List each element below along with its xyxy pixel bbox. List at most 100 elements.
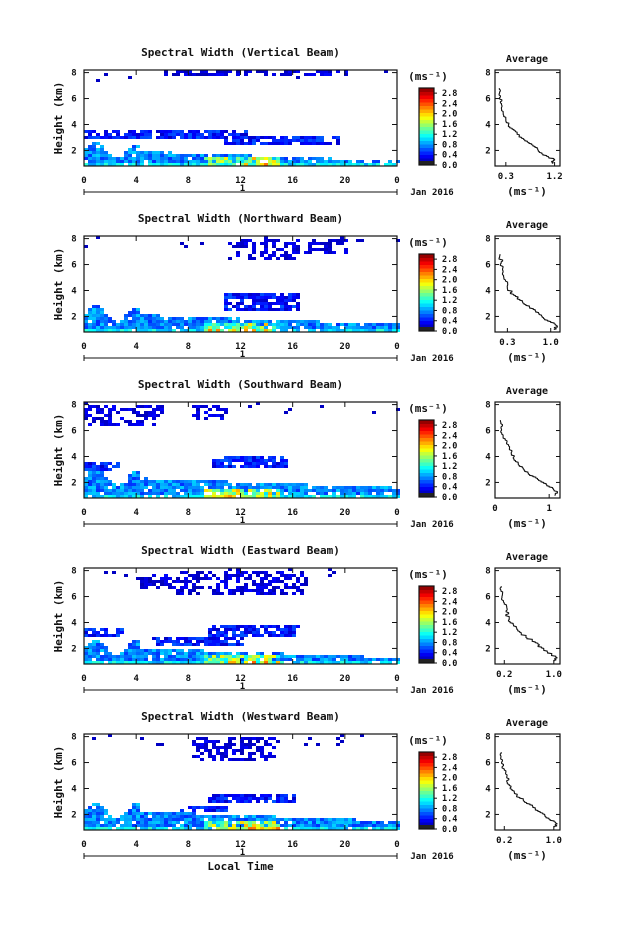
heatmap-cell	[340, 824, 344, 827]
heatmap-cell	[244, 737, 248, 740]
heatmap-cell	[284, 254, 288, 257]
heatmap-cell	[92, 489, 96, 492]
heatmap-cell	[208, 329, 212, 332]
heatmap-cell	[308, 251, 312, 254]
heatmap-cell	[196, 637, 200, 640]
heatmap-cell	[236, 317, 240, 320]
heatmap-cell	[368, 661, 372, 664]
heatmap-cell	[192, 583, 196, 586]
heatmap-cell	[332, 163, 336, 166]
heatmap-cell	[212, 160, 216, 163]
colorbar-segment	[419, 292, 434, 297]
heatmap-cell	[220, 661, 224, 664]
heatmap-cell	[232, 752, 236, 755]
heatmap-cell	[284, 824, 288, 827]
colorbar-tick-label: 0.4	[442, 815, 457, 825]
heatmap-cell	[168, 818, 172, 821]
heatmap-cell	[92, 329, 96, 332]
heatmap-cell	[312, 827, 316, 830]
heatmap-cell	[244, 323, 248, 326]
y-tick-label: 4	[71, 618, 77, 628]
heatmap-cell	[220, 800, 224, 803]
heatmap-cell	[264, 323, 268, 326]
heatmap-cell	[288, 568, 292, 571]
heatmap-cell	[188, 812, 192, 815]
heatmap-cell	[100, 477, 104, 480]
heatmap-cell	[232, 634, 236, 637]
heatmap-cell	[236, 456, 240, 459]
heatmap-cell	[260, 251, 264, 254]
average-y-tick-label: 6	[485, 95, 490, 105]
heatmap-cell	[100, 160, 104, 163]
heatmap-cell	[100, 308, 104, 311]
heatmap-cell	[152, 492, 156, 495]
heatmap-cell	[252, 661, 256, 664]
heatmap-cell	[284, 245, 288, 248]
heatmap-cell	[176, 815, 180, 818]
heatmap-cell	[204, 806, 208, 809]
heatmap-cell	[136, 818, 140, 821]
x-tick-label: 20	[339, 342, 350, 352]
heatmap-cell	[264, 486, 268, 489]
heatmap-cell	[392, 658, 396, 661]
heatmap-cell	[176, 317, 180, 320]
heatmap-cell	[252, 628, 256, 631]
heatmap-cell	[116, 821, 120, 824]
heatmap-cell	[292, 489, 296, 492]
heatmap-cell	[248, 160, 252, 163]
heatmap-cell	[136, 489, 140, 492]
heatmap-cell	[264, 743, 268, 746]
heatmap-cell	[292, 299, 296, 302]
heatmap-cell	[300, 821, 304, 824]
colorbar-segment	[419, 586, 434, 590]
heatmap-cell	[220, 824, 224, 827]
heatmap-cell	[252, 743, 256, 746]
heatmap-cell	[236, 459, 240, 462]
heatmap-cell	[176, 480, 180, 483]
heatmap-cell	[148, 326, 152, 329]
heatmap-cell	[96, 474, 100, 477]
heatmap-cell	[292, 821, 296, 824]
heatmap-cell	[256, 634, 260, 637]
heatmap-cell	[252, 456, 256, 459]
heatmap-cell	[100, 824, 104, 827]
heatmap-cell	[372, 821, 376, 824]
heatmap-cell	[228, 157, 232, 160]
heatmap-cell	[176, 580, 180, 583]
heatmap-cell	[100, 809, 104, 812]
heatmap-cell	[348, 160, 352, 163]
heatmap-cell	[332, 658, 336, 661]
heatmap-cell	[304, 655, 308, 658]
heatmap-cell	[244, 308, 248, 311]
heatmap-cell	[292, 800, 296, 803]
heatmap-cell	[96, 649, 100, 652]
heatmap-cell	[240, 160, 244, 163]
heatmap-cell	[200, 586, 204, 589]
heatmap-cell	[204, 73, 208, 76]
heatmap-cell	[280, 302, 284, 305]
heatmap-cell	[236, 661, 240, 664]
x-tick-label: 16	[287, 840, 298, 850]
heatmap-cell	[352, 658, 356, 661]
heatmap-cell	[88, 655, 92, 658]
heatmap-cell	[120, 658, 124, 661]
heatmap-cell	[288, 483, 292, 486]
x-tick-label: 12	[235, 342, 246, 352]
average-x-tick-label: 0	[492, 504, 497, 514]
heatmap-cell	[356, 655, 360, 658]
heatmap-cell	[220, 815, 224, 818]
heatmap-cell	[264, 308, 268, 311]
heatmap-cell	[88, 329, 92, 332]
y-tick-label: 2	[71, 644, 76, 654]
heatmap-cell	[100, 471, 104, 474]
heatmap-cell	[232, 574, 236, 577]
heatmap-cell	[132, 471, 136, 474]
heatmap-cell	[372, 163, 376, 166]
colorbar-segment	[419, 140, 434, 145]
heatmap-cell	[356, 821, 360, 824]
y-tick-label: 6	[71, 95, 76, 105]
heatmap-cell	[236, 580, 240, 583]
heatmap-cell	[316, 248, 320, 251]
y-axis-label: Height (km)	[52, 82, 65, 155]
heatmap-cell	[180, 652, 184, 655]
